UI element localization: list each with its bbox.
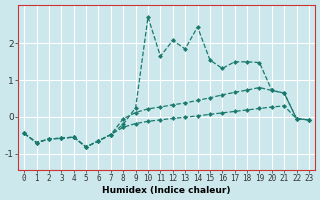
X-axis label: Humidex (Indice chaleur): Humidex (Indice chaleur)	[102, 186, 231, 195]
